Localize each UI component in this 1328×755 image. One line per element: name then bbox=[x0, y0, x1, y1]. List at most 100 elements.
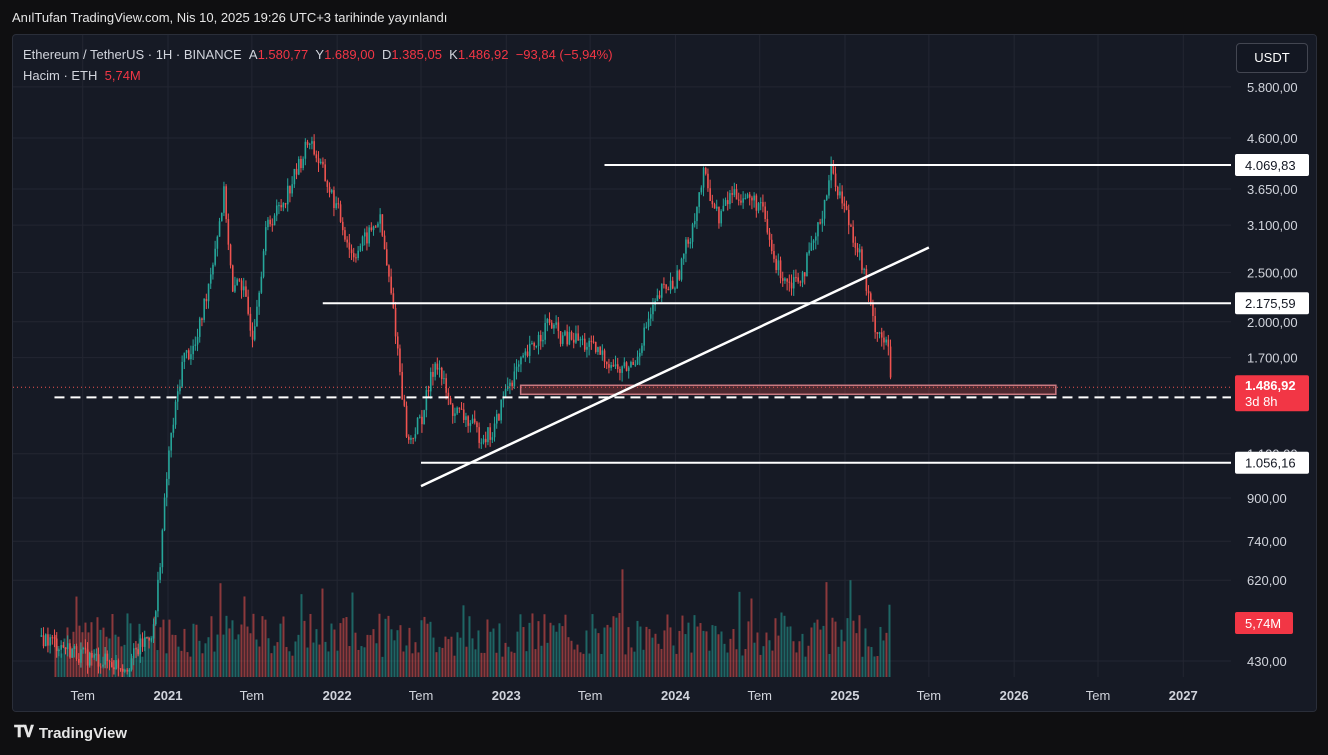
volume-bar bbox=[858, 615, 861, 677]
x-tick-label: 2026 bbox=[1000, 688, 1029, 703]
volume-bar bbox=[201, 653, 204, 677]
candle-body bbox=[812, 240, 815, 243]
volume-bar bbox=[360, 646, 363, 677]
volume-label-box bbox=[1235, 612, 1293, 634]
candle-body bbox=[535, 345, 538, 347]
currency-button[interactable]: USDT bbox=[1236, 43, 1308, 73]
candle-body bbox=[93, 654, 95, 658]
candle-body bbox=[185, 350, 188, 353]
candle-body bbox=[273, 215, 276, 226]
volume-label[interactable]: Hacim · ETH bbox=[23, 68, 98, 83]
volume-bar bbox=[762, 646, 765, 677]
volume-bar bbox=[174, 635, 177, 677]
candle-body bbox=[777, 260, 780, 271]
candle-body bbox=[366, 232, 368, 244]
volume-bar bbox=[645, 626, 648, 677]
candle-body bbox=[44, 634, 47, 647]
chart-panel[interactable]: 5.800,00 4.600,00 3.650,00 3.100,00 2.500,00… bbox=[12, 34, 1317, 712]
volume-bar bbox=[864, 628, 867, 677]
y-tick-label: 1.700,00 bbox=[1247, 351, 1298, 366]
candle-body bbox=[568, 332, 571, 345]
volume-bar bbox=[186, 652, 189, 677]
candle-body bbox=[612, 365, 615, 367]
symbol-name[interactable]: Ethereum / TetherUS · 1H · BINANCE bbox=[23, 47, 242, 62]
candle-body bbox=[500, 399, 502, 421]
volume-bar bbox=[684, 634, 687, 677]
candle-body bbox=[64, 647, 67, 650]
support-zone[interactable] bbox=[519, 384, 1057, 396]
candle-body bbox=[784, 278, 786, 281]
time-axis[interactable] bbox=[13, 677, 1231, 711]
candle-body bbox=[313, 141, 315, 155]
high-value: 1.689,00 bbox=[324, 47, 375, 62]
candle-body bbox=[634, 364, 637, 366]
volume-bar bbox=[459, 637, 462, 677]
candle-body bbox=[359, 245, 362, 251]
volume-bar bbox=[366, 634, 369, 677]
volume-bar bbox=[555, 631, 558, 677]
footer-brand[interactable]: 𝐓𝐕 TradingView bbox=[14, 724, 127, 742]
volume-bar bbox=[801, 633, 804, 677]
candle-body bbox=[775, 258, 777, 271]
candle-body bbox=[410, 437, 412, 440]
candle-body bbox=[341, 221, 344, 231]
volume-bar bbox=[630, 647, 633, 677]
y-tick-label: 620,00 bbox=[1247, 573, 1287, 588]
volume-bar bbox=[588, 653, 591, 677]
candle-body bbox=[605, 361, 608, 365]
candle-body bbox=[161, 530, 164, 568]
candle-body bbox=[484, 438, 487, 443]
volume-bar bbox=[504, 642, 507, 677]
volume-bar bbox=[519, 614, 522, 677]
volume-bar bbox=[165, 653, 168, 677]
volume-bar bbox=[300, 594, 303, 677]
volume-bar bbox=[399, 625, 402, 677]
candle-body bbox=[625, 362, 628, 371]
candle-body bbox=[647, 318, 650, 327]
candle-body bbox=[168, 450, 170, 479]
candle-body bbox=[339, 204, 342, 222]
volume-bar bbox=[363, 647, 366, 677]
x-tick-label: 2027 bbox=[1169, 688, 1198, 703]
candle-body bbox=[834, 173, 837, 187]
volume-bar bbox=[114, 634, 117, 677]
volume-bar bbox=[417, 652, 420, 677]
volume-bar bbox=[879, 626, 882, 677]
volume-bar bbox=[810, 627, 813, 677]
price-chart[interactable]: 5.800,00 4.600,00 3.650,00 3.100,00 2.500,00… bbox=[13, 35, 1316, 711]
price-axis[interactable] bbox=[1231, 35, 1316, 711]
candle-body bbox=[493, 423, 496, 438]
candle-body bbox=[282, 203, 285, 208]
candle-body bbox=[443, 378, 445, 380]
close-label: K bbox=[449, 47, 458, 62]
candle-body bbox=[80, 649, 82, 663]
candle-body bbox=[383, 235, 386, 250]
volume-bar bbox=[162, 619, 165, 677]
candle-body bbox=[253, 326, 256, 340]
volume-bar bbox=[372, 629, 375, 677]
candle-body bbox=[346, 239, 348, 243]
candle-body bbox=[797, 277, 799, 282]
candle-body bbox=[300, 159, 302, 168]
volume-bar bbox=[318, 644, 321, 677]
volume-bar bbox=[714, 625, 717, 677]
volume-bar bbox=[291, 655, 294, 677]
candle-body bbox=[465, 416, 467, 420]
candle-body bbox=[663, 283, 665, 285]
volume-bar bbox=[681, 615, 684, 677]
candle-body bbox=[665, 284, 667, 289]
candle-body bbox=[469, 423, 472, 426]
candle-body bbox=[231, 265, 234, 292]
volume-bar bbox=[156, 650, 159, 677]
footer-brand-text: TradingView bbox=[38, 724, 128, 742]
volume-bar bbox=[324, 641, 327, 677]
volume-bar bbox=[753, 642, 756, 677]
volume-bar bbox=[75, 596, 78, 677]
change-value: −93,84 (−5,94%) bbox=[515, 47, 613, 62]
trendline[interactable] bbox=[420, 246, 930, 488]
volume-bar bbox=[72, 631, 75, 677]
volume-bar bbox=[474, 649, 477, 677]
candle-body bbox=[839, 191, 841, 196]
candle-body bbox=[427, 390, 430, 392]
candle-body bbox=[682, 253, 685, 259]
